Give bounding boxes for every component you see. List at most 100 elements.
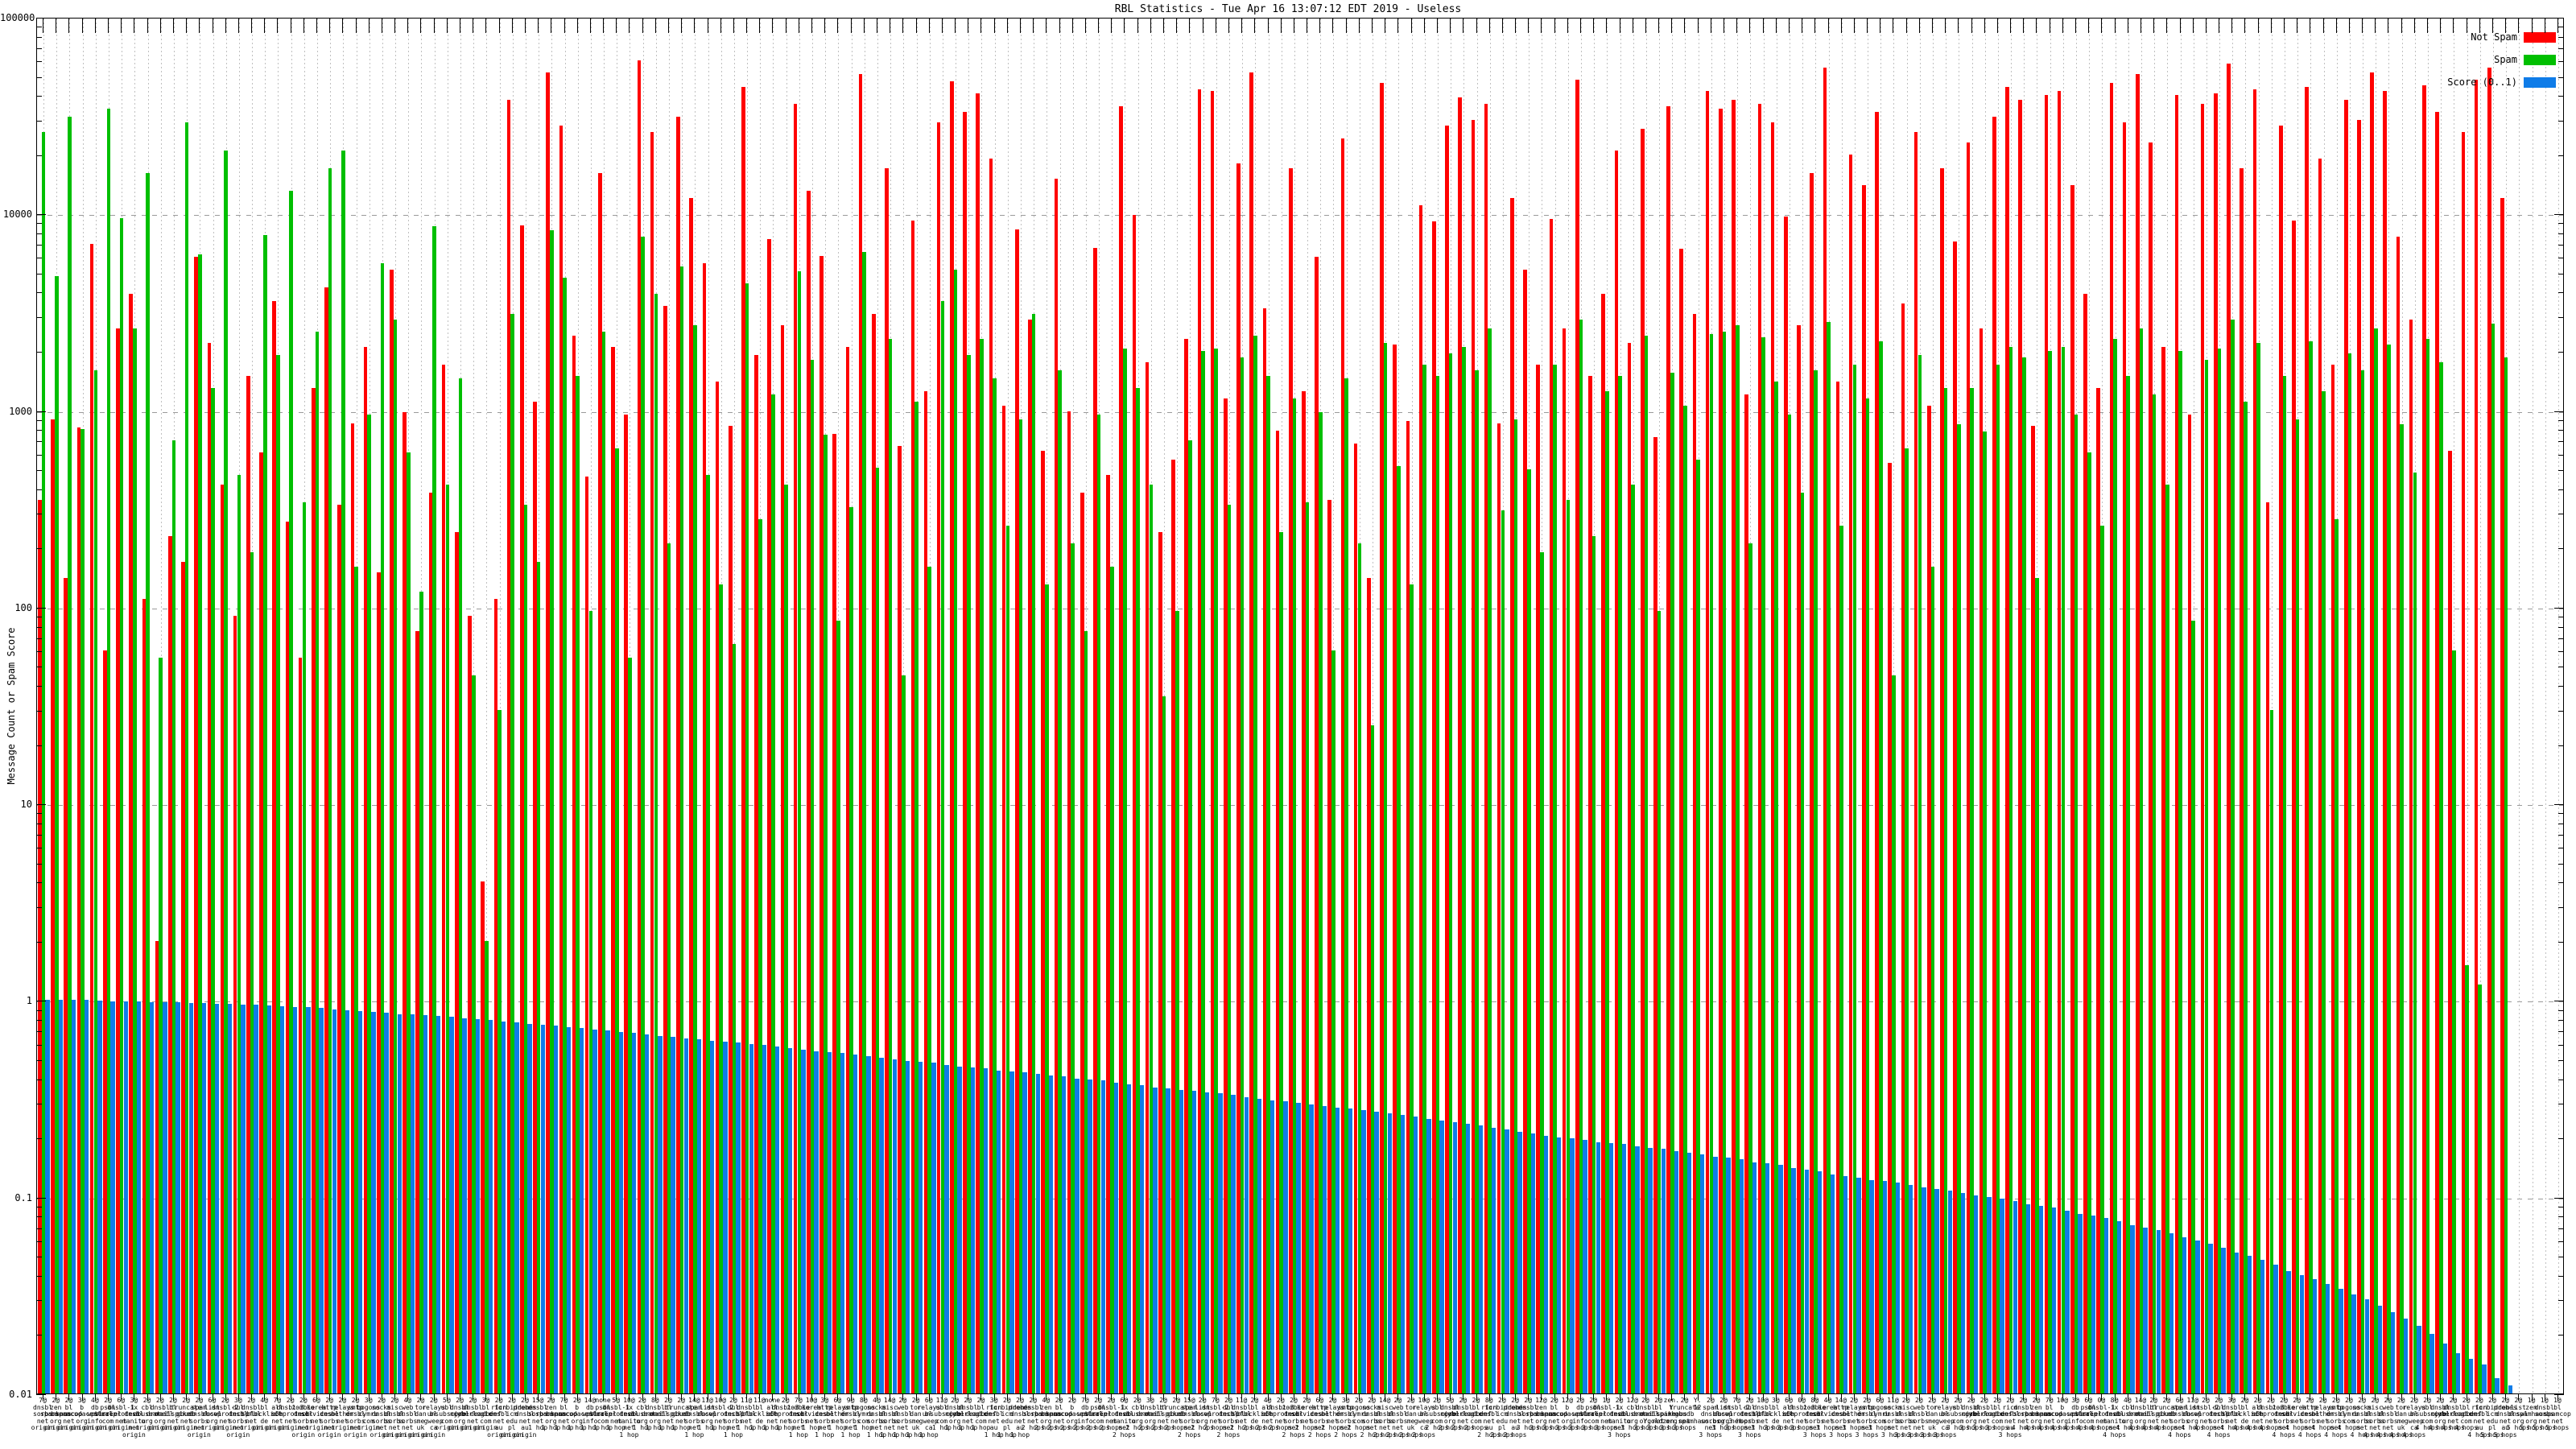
bar-not-spam (506, 99, 511, 1393)
bar-spam (2465, 965, 2469, 1393)
bar-score (71, 1000, 76, 1393)
bar-score (228, 1004, 233, 1393)
bar-score (1608, 1142, 1614, 1393)
x-category-label: 2@ zombie dnsbl sorbs net 2 hops (1282, 1397, 1306, 1439)
x-category-label: 2@ dnsbl dronebl org 3 hops (1632, 1397, 1659, 1431)
bar-spam (2425, 339, 2430, 1393)
x-bottom-tick (1006, 1393, 1008, 1401)
x-bottom-tick (2322, 1393, 2324, 1401)
x-category-label: 2@ ricn dnsbl net au 3 hops (1998, 1397, 2022, 1439)
bar-spam (875, 468, 880, 1393)
bar-spam (432, 226, 436, 1393)
bar-score (2508, 1385, 2512, 1393)
x-category-label: 2@ socks dnsbl sorbs net origin (369, 1397, 394, 1439)
y-minor-tick-left (36, 1300, 42, 1302)
x-category-label: 10@ ix dnsbl manitu net 1 hop (617, 1397, 641, 1439)
x-category-label: 2@ dnsbl-3 uceprotect net 2 hops (1261, 1397, 1300, 1431)
bar-not-spam (1393, 345, 1397, 1393)
x-category-label: 15@ spam dnsbl sorbs net 2 hops (1177, 1397, 1201, 1439)
bar-not-spam (923, 390, 928, 1393)
y-tick-label: 1000 (9, 405, 32, 417)
x-bottom-tick (186, 1393, 188, 1401)
x-bottom-tick (524, 1393, 526, 1401)
bar-not-spam (2318, 159, 2322, 1393)
bar-spam (1774, 381, 1779, 1393)
x-bottom-tick (199, 1393, 200, 1401)
y-minor-tick-right (2558, 1241, 2564, 1242)
bar-score (2404, 1319, 2409, 1393)
bar-spam (1318, 411, 1323, 1393)
bar-spam (1501, 510, 1505, 1393)
x-bottom-tick (1996, 1393, 1998, 1401)
y-minor-tick-right (2558, 419, 2564, 421)
bar-spam (2413, 473, 2417, 1393)
x-category-label: 2@ web dnsbl sorbs net 1 hop (893, 1397, 913, 1439)
category-gridline (2467, 19, 2468, 1393)
x-bottom-tick (2284, 1393, 2285, 1401)
x-bottom-tick (772, 1393, 774, 1401)
bar-not-spam (2343, 99, 2348, 1393)
bar-score (1309, 1104, 1314, 1393)
x-top-tick (433, 19, 435, 33)
x-top-tick (642, 19, 643, 33)
bar-not-spam (2409, 319, 2413, 1393)
bar-not-spam (2422, 85, 2426, 1393)
bar-not-spam (689, 197, 693, 1393)
x-category-label: 2@ tor dan me uk 2 hops (1399, 1397, 1423, 1439)
bar-not-spam (1614, 150, 1619, 1393)
x-top-tick (1814, 19, 1816, 33)
x-bottom-tick (1593, 1393, 1595, 1401)
bar-not-spam (2018, 99, 2022, 1393)
bar-not-spam (1744, 394, 1748, 1393)
x-top-tick (1593, 19, 1595, 33)
bar-not-spam (885, 168, 889, 1393)
x-top-tick (1059, 19, 1060, 33)
x-category-label: 2@ forbidden icm edu pl 1 hop (989, 1397, 1025, 1439)
x-category-label: 1@ dnsbl-1 uceprotect net 3 hops (1587, 1397, 1626, 1431)
x-top-tick (121, 19, 122, 33)
x-category-label: 2@ tor dan me uk origin (409, 1397, 432, 1439)
x-category-label: 2@ cbl abuseat org 1 hop (628, 1397, 656, 1431)
bar-score (110, 1001, 115, 1393)
x-top-tick (1358, 19, 1360, 33)
x-top-tick (2335, 19, 2337, 33)
x-bottom-tick (1788, 1393, 1790, 1401)
bar-spam (1071, 543, 1075, 1393)
x-bottom-tick (2362, 1393, 2363, 1401)
x-bottom-tick (2140, 1393, 2141, 1401)
x-bottom-tick (121, 1393, 122, 1401)
y-minor-tick-right (2558, 470, 2564, 472)
x-top-tick (1945, 19, 1946, 33)
bar-score (1791, 1168, 1796, 1393)
x-bottom-tick (1840, 1393, 1842, 1401)
x-bottom-tick (1098, 1393, 1100, 1401)
bar-spam (1005, 525, 1010, 1393)
bar-spam (224, 150, 228, 1393)
x-bottom-tick (681, 1393, 683, 1401)
bar-score (2339, 1289, 2343, 1393)
x-top-tick (538, 19, 539, 33)
y-minor-tick-left (36, 47, 42, 49)
x-top-tick (629, 19, 630, 33)
y-minor-tick-left (36, 454, 42, 456)
y-minor-tick-left (36, 36, 42, 38)
y-minor-tick-right (2558, 76, 2564, 78)
bar-not-spam (950, 81, 954, 1393)
x-bottom-tick (837, 1393, 839, 1401)
bar-score (58, 1000, 64, 1393)
x-top-tick (1840, 19, 1842, 33)
x-category-label: 2@ misc dnsbl sorbs net 4 hops (2363, 1397, 2387, 1439)
bar-score (1257, 1098, 1262, 1393)
bar-not-spam (129, 294, 133, 1393)
bar-score (1882, 1181, 1888, 1393)
y-minor-tick-left (36, 223, 42, 225)
x-category-label: 2@ ricn dnsbl net au 4 hops (2467, 1397, 2491, 1439)
x-top-tick (2401, 19, 2402, 33)
bar-spam (146, 173, 150, 1393)
bar-spam (1970, 387, 1974, 1393)
x-bottom-tick (2179, 1393, 2181, 1401)
x-category-label: 2@ list dnswl org 3 hops (1711, 1397, 1736, 1431)
x-category-label: 2@ smtp dnsbl sorbs net 3 hops (1855, 1397, 1879, 1439)
legend-item-not-spam: Not Spam (2471, 31, 2556, 43)
x-bottom-tick (1697, 1393, 1699, 1401)
